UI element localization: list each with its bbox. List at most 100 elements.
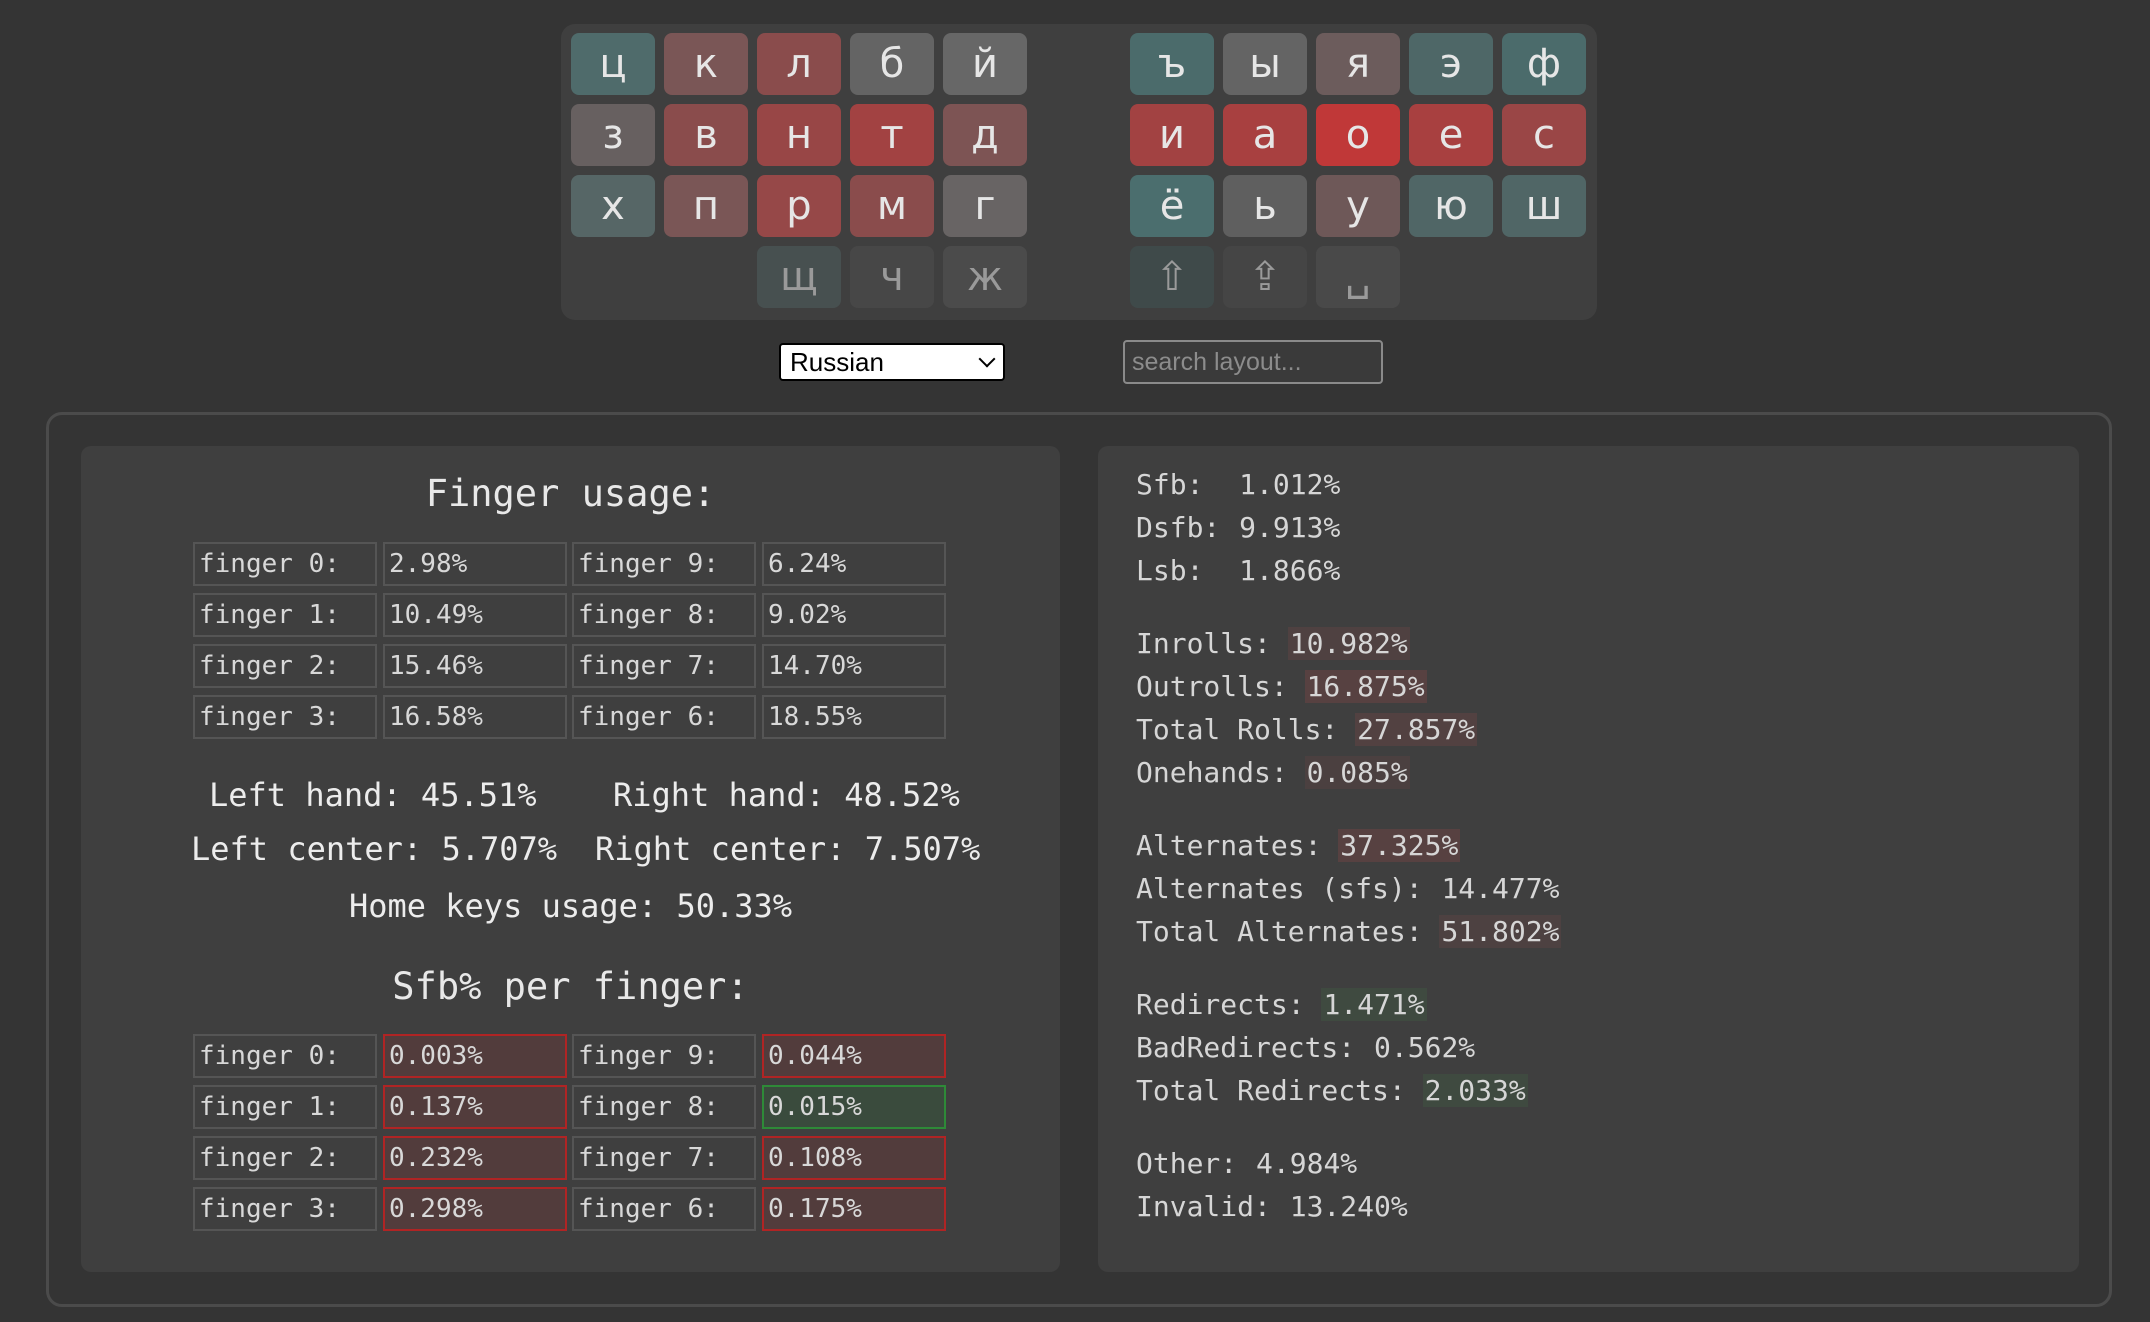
key-left-r3c4[interactable]: ж (943, 246, 1027, 308)
key-right-r3c0[interactable]: ⇧ (1130, 246, 1214, 308)
key-left-r2c3[interactable]: м (850, 175, 934, 237)
key-right-r1c0[interactable]: и (1130, 104, 1214, 166)
key-left-r2c0[interactable]: х (571, 175, 655, 237)
key-right-r3c2[interactable]: ␣ (1316, 246, 1400, 308)
home-keys-usage: Home keys usage: 50.33% (348, 887, 793, 925)
stat-line: Total Alternates: 51.802% (1136, 915, 1562, 948)
language-select[interactable]: Russian (779, 343, 1005, 381)
sfb-finger-value: 0.015% (762, 1085, 946, 1129)
stat-value: 10.982% (1287, 627, 1410, 660)
finger-usage-panel: Finger usage: finger 0: 2.98% finger 9: 6.2… (81, 446, 1060, 1272)
sfb-finger-value: 0.232% (383, 1136, 567, 1180)
sfb-per-finger-title: Sfb% per finger: (392, 965, 749, 1008)
key-left-r1c2[interactable]: н (757, 104, 841, 166)
search-input[interactable] (1123, 340, 1383, 384)
stat-line: Alternates: 37.325% (1136, 829, 1461, 862)
key-right-r1c1[interactable]: а (1223, 104, 1307, 166)
stat-value: 1.866% (1239, 554, 1341, 587)
stat-label: Outrolls: (1136, 670, 1305, 703)
stat-value: 16.875% (1304, 670, 1427, 703)
stat-label: Redirects: (1136, 988, 1322, 1021)
stat-line: Other: 4.984% (1136, 1147, 1359, 1180)
key-left-r0c3[interactable]: б (850, 33, 934, 95)
finger-usage-value: 6.24% (762, 542, 946, 586)
finger-usage-value: 10.49% (383, 593, 567, 637)
finger-usage-label: finger 9: (572, 542, 756, 586)
sfb-finger-value: 0.108% (762, 1136, 946, 1180)
key-right-r1c4[interactable]: с (1502, 104, 1586, 166)
sfb-finger-label: finger 9: (572, 1034, 756, 1078)
key-left-r2c4[interactable]: г (943, 175, 1027, 237)
stat-label: Other: (1136, 1147, 1255, 1180)
key-left-r0c2[interactable]: л (757, 33, 841, 95)
key-left-r1c0[interactable]: з (571, 104, 655, 166)
stat-line: Invalid: 13.240% (1136, 1190, 1410, 1223)
sfb-finger-label: finger 6: (572, 1187, 756, 1231)
chevron-down-icon (978, 350, 996, 368)
stat-label: Sfb: (1136, 468, 1238, 501)
key-left-r3c3[interactable]: ч (850, 246, 934, 308)
key-left-r2c1[interactable]: п (664, 175, 748, 237)
keyboard-layout: ц к л б й з в н т д х п р м г щ ч ж ъ ы я э ф и а о е с ё ь у ю ш ⇧ ⇪ ␣ (561, 24, 1597, 320)
stat-value: 1.471% (1321, 988, 1427, 1021)
stat-line: Onehands: 0.085% (1136, 756, 1410, 789)
key-right-r2c3[interactable]: ю (1409, 175, 1493, 237)
stat-line: Sfb: 1.012% (1136, 468, 1342, 501)
key-right-r0c2[interactable]: я (1316, 33, 1400, 95)
key-left-r0c1[interactable]: к (664, 33, 748, 95)
finger-usage-label: finger 3: (193, 695, 377, 739)
sfb-finger-value: 0.298% (383, 1187, 567, 1231)
key-left-r3c2[interactable]: щ (757, 246, 841, 308)
finger-usage-label: finger 6: (572, 695, 756, 739)
key-left-r1c3[interactable]: т (850, 104, 934, 166)
finger-usage-title: Finger usage: (425, 472, 716, 515)
stat-label: Lsb: (1136, 554, 1238, 587)
finger-usage-label: finger 8: (572, 593, 756, 637)
stat-value: 13.240% (1289, 1190, 1408, 1223)
key-right-r2c2[interactable]: у (1316, 175, 1400, 237)
key-left-r1c4[interactable]: д (943, 104, 1027, 166)
key-right-r3c1[interactable]: ⇪ (1223, 246, 1307, 308)
finger-usage-label: finger 0: (193, 542, 377, 586)
key-right-r0c4[interactable]: ф (1502, 33, 1586, 95)
key-right-r0c0[interactable]: ъ (1130, 33, 1214, 95)
stat-line: Lsb: 1.866% (1136, 554, 1342, 587)
stat-value: 0.085% (1304, 756, 1410, 789)
key-right-r2c4[interactable]: ш (1502, 175, 1586, 237)
key-left-r1c1[interactable]: в (664, 104, 748, 166)
sfb-finger-value: 0.137% (383, 1085, 567, 1129)
sfb-per-finger-table: finger 0: 0.003% finger 9: 0.044% finger 1: 0… (193, 1034, 953, 1234)
finger-usage-value: 16.58% (383, 695, 567, 739)
right-center-usage: Right center: 7.507% (595, 830, 981, 868)
key-right-r1c2[interactable]: о (1316, 104, 1400, 166)
right-hand-usage: Right hand: 48.52% (613, 776, 960, 814)
key-right-r2c1[interactable]: ь (1223, 175, 1307, 237)
key-right-r0c1[interactable]: ы (1223, 33, 1307, 95)
key-right-r1c3[interactable]: е (1409, 104, 1493, 166)
stats-container (46, 412, 2112, 1307)
key-left-r0c4[interactable]: й (943, 33, 1027, 95)
stat-label: Inrolls: (1136, 627, 1288, 660)
key-right-r2c0[interactable]: ё (1130, 175, 1214, 237)
stat-value: 4.984% (1256, 1147, 1358, 1180)
sfb-finger-label: finger 3: (193, 1187, 377, 1231)
stat-value: 0.562% (1374, 1031, 1476, 1064)
key-left-r2c2[interactable]: р (757, 175, 841, 237)
stat-line: Alternates (sfs): 14.477% (1136, 872, 1561, 905)
stat-label: Invalid: (1136, 1190, 1288, 1223)
key-left-r0c0[interactable]: ц (571, 33, 655, 95)
language-select-value: Russian (790, 346, 884, 377)
sfb-finger-value: 0.044% (762, 1034, 946, 1078)
stat-label: BadRedirects: (1136, 1031, 1373, 1064)
stat-value: 27.857% (1355, 713, 1478, 746)
finger-usage-value: 15.46% (383, 644, 567, 688)
stat-label: Onehands: (1136, 756, 1305, 789)
key-right-r0c3[interactable]: э (1409, 33, 1493, 95)
finger-usage-value: 14.70% (762, 644, 946, 688)
finger-usage-label: finger 1: (193, 593, 377, 637)
stat-line: Redirects: 1.471% (1136, 988, 1427, 1021)
left-center-usage: Left center: 5.707% (191, 830, 558, 868)
stat-label: Dsfb: (1136, 511, 1238, 544)
finger-usage-label: finger 7: (572, 644, 756, 688)
stat-line: Outrolls: 16.875% (1136, 670, 1427, 703)
